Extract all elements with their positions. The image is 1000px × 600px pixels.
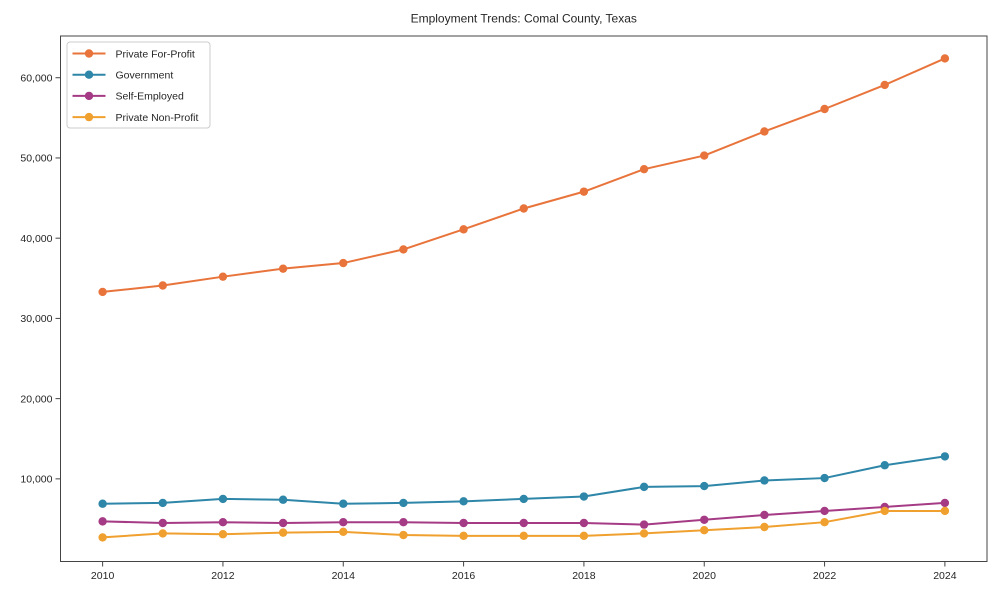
x-axis-tick-label: 2018 [572,570,596,582]
data-point-private-for-profit-2017 [519,204,528,213]
data-point-private-for-profit-2014 [339,258,348,268]
data-point-self-employed-2019 [639,520,649,529]
data-point-private-for-profit-2010 [98,287,107,297]
x-axis-tick-label: 2010 [91,570,115,582]
data-point-private-non-profit-2015 [399,530,408,540]
x-axis-tick-label: 2024 [933,570,957,582]
data-point-private-non-profit-2010 [98,533,107,542]
data-point-government-2014 [339,499,348,508]
data-point-private-non-profit-2021 [760,522,769,532]
data-point-government-2010 [98,499,107,508]
data-point-private-for-profit-2015 [399,245,408,254]
data-point-government-2024 [940,452,950,461]
data-point-private-non-profit-2016 [459,531,468,541]
y-axis-tick-label: 20,000 [20,393,52,405]
data-point-government-2023 [880,461,889,470]
data-point-self-employed-2018 [579,518,589,528]
data-point-government-2017 [519,494,528,504]
series-self-employed [98,498,950,529]
data-point-government-2020 [700,481,709,491]
y-axis-tick-label: 30,000 [20,313,52,325]
legend-item-label: Government [116,70,174,82]
series-line-private-for-profit [101,57,946,293]
legend-marker-icon [84,112,94,122]
data-point-self-employed-2015 [399,517,408,527]
series-government [98,452,950,508]
x-axis-tick-label: 2020 [693,570,717,582]
data-point-government-2015 [399,498,408,508]
legend-box [66,41,211,129]
x-axis-tick-label: 2012 [211,570,235,582]
data-point-private-non-profit-2022 [820,517,829,527]
data-point-private-non-profit-2018 [579,531,589,541]
data-point-private-for-profit-2022 [820,104,829,114]
chart-title: Employment Trends: Comal County, Texas [411,12,637,26]
data-point-private-non-profit-2012 [218,530,228,539]
y-axis-tick-label: 60,000 [20,73,52,85]
data-point-self-employed-2011 [158,518,167,528]
data-point-private-non-profit-2013 [278,528,288,537]
data-point-private-for-profit-2019 [639,164,649,174]
series-private-non-profit [98,506,950,542]
series-private-for-profit [98,54,950,297]
legend-item-label: Private Non-Profit [116,112,199,124]
data-point-government-2018 [579,492,589,501]
legend-item-label: Self-Employed [116,91,184,103]
x-axis-tick-label: 2014 [332,570,356,582]
data-point-self-employed-2013 [278,518,288,528]
data-point-private-for-profit-2011 [158,281,167,290]
legend-item-private-non-profit: Private Non-Profit [72,112,199,124]
data-point-government-2021 [760,476,769,485]
legend-marker-icon [84,91,94,101]
data-point-private-non-profit-2020 [700,526,709,535]
data-point-self-employed-2016 [459,518,468,528]
data-point-private-non-profit-2014 [339,527,348,537]
data-point-private-for-profit-2021 [760,127,769,136]
legend: Private For-Profit Government Self-Employe… [66,41,211,129]
y-axis-tick-label: 10,000 [20,474,52,486]
y-axis-tick-label: 50,000 [20,153,52,165]
data-point-self-employed-2014 [339,517,348,527]
data-point-self-employed-2022 [820,506,829,516]
data-point-private-non-profit-2023 [880,506,889,516]
plot-border [60,35,988,562]
legend-marker-icon [84,49,94,58]
data-point-private-non-profit-2011 [158,529,167,538]
data-point-self-employed-2010 [98,517,107,526]
data-point-private-for-profit-2016 [459,225,468,234]
data-point-self-employed-2021 [760,510,769,520]
data-point-self-employed-2020 [700,515,709,524]
data-point-private-non-profit-2019 [639,529,649,538]
data-point-government-2013 [278,495,288,504]
legend-item-government: Government [72,70,174,82]
legend-item-private-for-profit: Private For-Profit [72,48,195,60]
data-point-private-for-profit-2012 [218,272,228,281]
data-point-private-for-profit-2013 [278,264,288,273]
data-point-government-2022 [820,473,829,483]
data-point-government-2011 [158,498,167,508]
data-point-government-2012 [218,494,228,504]
data-point-self-employed-2012 [218,517,228,527]
data-point-private-non-profit-2017 [519,531,528,541]
x-axis-tick-label: 2022 [813,570,837,582]
data-point-private-for-profit-2024 [940,54,950,63]
x-axis-tick-label: 2016 [452,570,476,582]
legend-item-label: Private For-Profit [116,48,195,60]
data-point-self-employed-2017 [519,518,528,528]
data-point-private-non-profit-2024 [940,506,950,516]
data-point-private-for-profit-2020 [700,151,709,160]
legend-item-self-employed: Self-Employed [72,91,184,103]
data-point-private-for-profit-2023 [880,80,889,90]
data-point-government-2016 [459,497,468,506]
legend-marker-icon [84,70,94,79]
data-point-private-for-profit-2018 [579,187,589,196]
y-axis-tick-label: 40,000 [20,233,52,245]
data-point-self-employed-2024 [940,498,950,508]
data-point-government-2019 [639,482,649,492]
